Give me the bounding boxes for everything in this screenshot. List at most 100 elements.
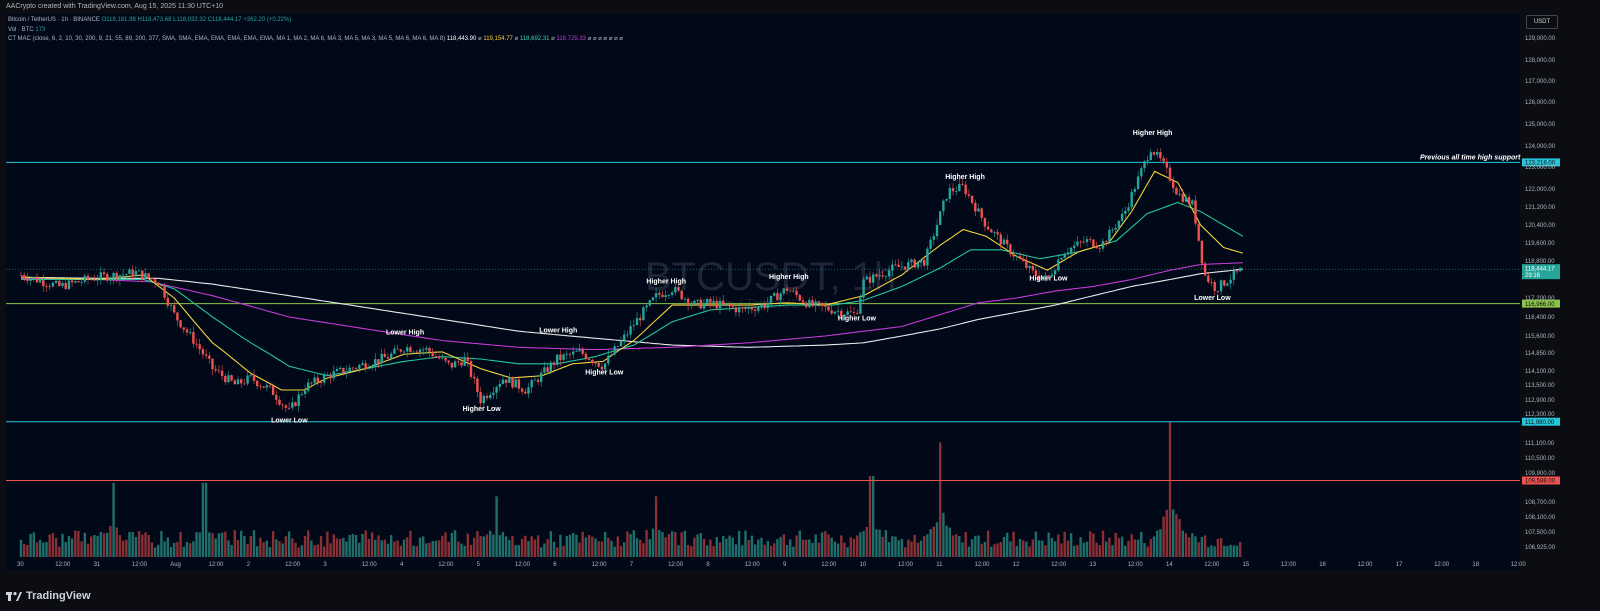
volume-bar bbox=[230, 545, 233, 557]
volume-bar bbox=[227, 540, 230, 557]
volume-bar bbox=[1200, 537, 1204, 557]
y-tick-label: 115,600.00 bbox=[1525, 334, 1555, 340]
currency-selector[interactable]: USDT bbox=[1526, 15, 1558, 29]
volume-bar bbox=[476, 531, 479, 557]
legend-indicator-row[interactable]: CT MAC (close, 6, 2, 10, 30, 200, 9, 21,… bbox=[8, 35, 623, 45]
volume-bar bbox=[651, 528, 655, 557]
volume-bar bbox=[923, 536, 926, 557]
candle-body bbox=[473, 376, 476, 379]
volume-bar bbox=[1178, 519, 1181, 557]
volume-bar bbox=[102, 533, 106, 557]
volume-bar bbox=[690, 546, 693, 557]
candle-body bbox=[856, 312, 859, 314]
volume-bar bbox=[204, 482, 208, 558]
y-tick-label: 119,600.00 bbox=[1525, 241, 1555, 247]
candle-body bbox=[776, 293, 779, 301]
candle-body bbox=[179, 320, 182, 328]
candle-body bbox=[1197, 223, 1200, 241]
candle-body bbox=[67, 280, 71, 289]
swing-label: Higher Low bbox=[585, 370, 624, 377]
legend-symbol-row[interactable]: Bitcoin / TetherUS · 1h · BINANCE O118,1… bbox=[8, 16, 623, 26]
candle-body bbox=[128, 269, 131, 274]
candle-body bbox=[808, 300, 811, 308]
price-axis[interactable]: 129,000.00 128,000.00 127,000.00 126,000.00… bbox=[1525, 36, 1556, 551]
candle-body bbox=[798, 295, 801, 301]
volume-bar bbox=[406, 537, 409, 557]
volume-bar bbox=[919, 540, 923, 557]
candle-body bbox=[1143, 161, 1146, 169]
x-tick-label: 12:00 bbox=[132, 562, 148, 568]
candle-body bbox=[1063, 254, 1066, 258]
volume-bar bbox=[1101, 530, 1105, 557]
volume-bar bbox=[1044, 545, 1047, 557]
candle-body bbox=[457, 361, 460, 363]
y-tick-label: 113,500.00 bbox=[1525, 383, 1555, 389]
candle-body bbox=[441, 357, 444, 359]
volume-bar bbox=[1018, 538, 1022, 557]
candle-body bbox=[281, 404, 284, 406]
volume-bar bbox=[1015, 545, 1018, 557]
candle-body bbox=[284, 405, 288, 408]
candle-body bbox=[323, 374, 326, 383]
volume-bar bbox=[587, 534, 591, 557]
volume-bar bbox=[137, 531, 141, 557]
volume-bar bbox=[929, 529, 932, 557]
candle-body bbox=[568, 353, 572, 355]
chart-plot-area[interactable] bbox=[6, 14, 1520, 570]
volume-bar bbox=[1133, 539, 1137, 557]
candle-body bbox=[1165, 161, 1168, 168]
candle-body bbox=[741, 307, 744, 309]
volume-bar bbox=[134, 537, 138, 557]
x-tick-label: 12:00 bbox=[209, 562, 225, 568]
volume-bar bbox=[875, 529, 878, 557]
volume-bar bbox=[1089, 531, 1092, 557]
candle-body bbox=[990, 229, 993, 233]
volume-bar bbox=[1108, 537, 1111, 557]
candle-body bbox=[99, 272, 102, 280]
legend-volume-row[interactable]: Vol · BTC 173 bbox=[8, 26, 623, 36]
candle-body bbox=[753, 309, 757, 311]
volume-bar bbox=[750, 535, 754, 557]
legend-open: O118,181.98 bbox=[101, 17, 136, 23]
candle-body bbox=[453, 361, 457, 368]
candle-body bbox=[600, 366, 604, 370]
volume-bar bbox=[1057, 534, 1060, 557]
x-tick-label: 6 bbox=[553, 562, 557, 568]
swing-label: Higher High bbox=[646, 279, 686, 286]
volume-bar bbox=[243, 536, 246, 557]
volume-bar bbox=[332, 534, 335, 557]
volume-bar bbox=[779, 536, 782, 557]
candle-body bbox=[734, 307, 738, 313]
volume-bar bbox=[623, 542, 626, 557]
volume-bar bbox=[144, 532, 147, 557]
candle-body bbox=[26, 278, 29, 281]
volume-bar bbox=[447, 541, 450, 557]
candle-body bbox=[530, 380, 533, 388]
time-axis[interactable]: 30 12:00 31 12:00 Aug 12:00 2 12:00 3 12:00 4 12:00… bbox=[17, 562, 1526, 568]
volume-bar bbox=[504, 536, 508, 557]
volume-bar bbox=[945, 525, 948, 557]
candle-body bbox=[706, 299, 709, 303]
candle-body bbox=[919, 260, 923, 263]
candle-body bbox=[198, 344, 201, 350]
volume-bar bbox=[827, 534, 830, 557]
volume-bar bbox=[894, 536, 897, 557]
candle-body bbox=[479, 392, 482, 404]
volume-bar bbox=[1219, 538, 1223, 557]
volume-bar bbox=[498, 535, 501, 557]
volume-bar bbox=[485, 534, 489, 557]
volume-bar bbox=[189, 543, 192, 557]
candle-body bbox=[980, 208, 983, 218]
volume-bar bbox=[900, 539, 904, 557]
volume-bar bbox=[106, 532, 109, 557]
volume-bar bbox=[307, 530, 310, 557]
candle-body bbox=[204, 354, 208, 356]
candle-body bbox=[262, 386, 265, 388]
candle-body bbox=[1178, 193, 1181, 195]
candle-body bbox=[1066, 252, 1070, 254]
candle-body bbox=[252, 374, 256, 381]
y-tick-label: 107,500.00 bbox=[1525, 530, 1556, 536]
candle-body bbox=[476, 378, 479, 393]
volume-bar bbox=[469, 544, 473, 557]
